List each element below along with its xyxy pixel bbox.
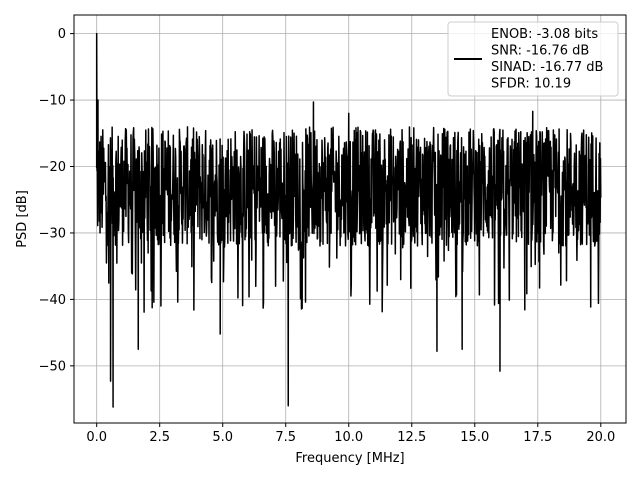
y-axis-label: PSD [dB] xyxy=(15,190,30,248)
x-tick-label: 7.5 xyxy=(275,430,296,445)
x-axis-ticks: 0.0 2.5 5.0 7.5 10.0 12.5 15.0 17.5 20.0 xyxy=(86,423,615,445)
x-tick-label: 20.0 xyxy=(586,430,615,445)
legend-snr: SNR: -16.76 dB xyxy=(491,44,589,59)
psd-line xyxy=(95,32,602,408)
x-tick-label: 15.0 xyxy=(460,430,489,445)
x-tick-label: 17.5 xyxy=(523,430,552,445)
y-tick-label: −50 xyxy=(39,359,66,374)
y-tick-label: −30 xyxy=(39,226,66,241)
x-tick-label: 10.0 xyxy=(334,430,363,445)
legend-sfdr: SFDR: 10.19 xyxy=(491,77,571,92)
y-axis-ticks: 0 −10 −20 −30 −40 −50 xyxy=(39,27,74,374)
y-tick-label: −10 xyxy=(39,94,66,109)
y-tick-label: −20 xyxy=(39,160,66,175)
x-tick-label: 0.0 xyxy=(86,430,107,445)
x-tick-label: 2.5 xyxy=(149,430,170,445)
legend: ENOB: -3.08 bits SNR: -16.76 dB SINAD: -… xyxy=(447,21,619,97)
axes-frame xyxy=(73,14,627,424)
legend-sinad: SINAD: -16.77 dB xyxy=(491,60,603,75)
y-tick-label: −40 xyxy=(39,293,66,308)
legend-box xyxy=(447,21,619,97)
legend-enob: ENOB: -3.08 bits xyxy=(491,27,598,42)
psd-series xyxy=(95,32,602,408)
x-tick-label: 12.5 xyxy=(397,430,426,445)
y-tick-label: 0 xyxy=(58,27,66,42)
x-axis-label: Frequency [MHz] xyxy=(295,451,404,466)
x-tick-label: 5.0 xyxy=(212,430,233,445)
